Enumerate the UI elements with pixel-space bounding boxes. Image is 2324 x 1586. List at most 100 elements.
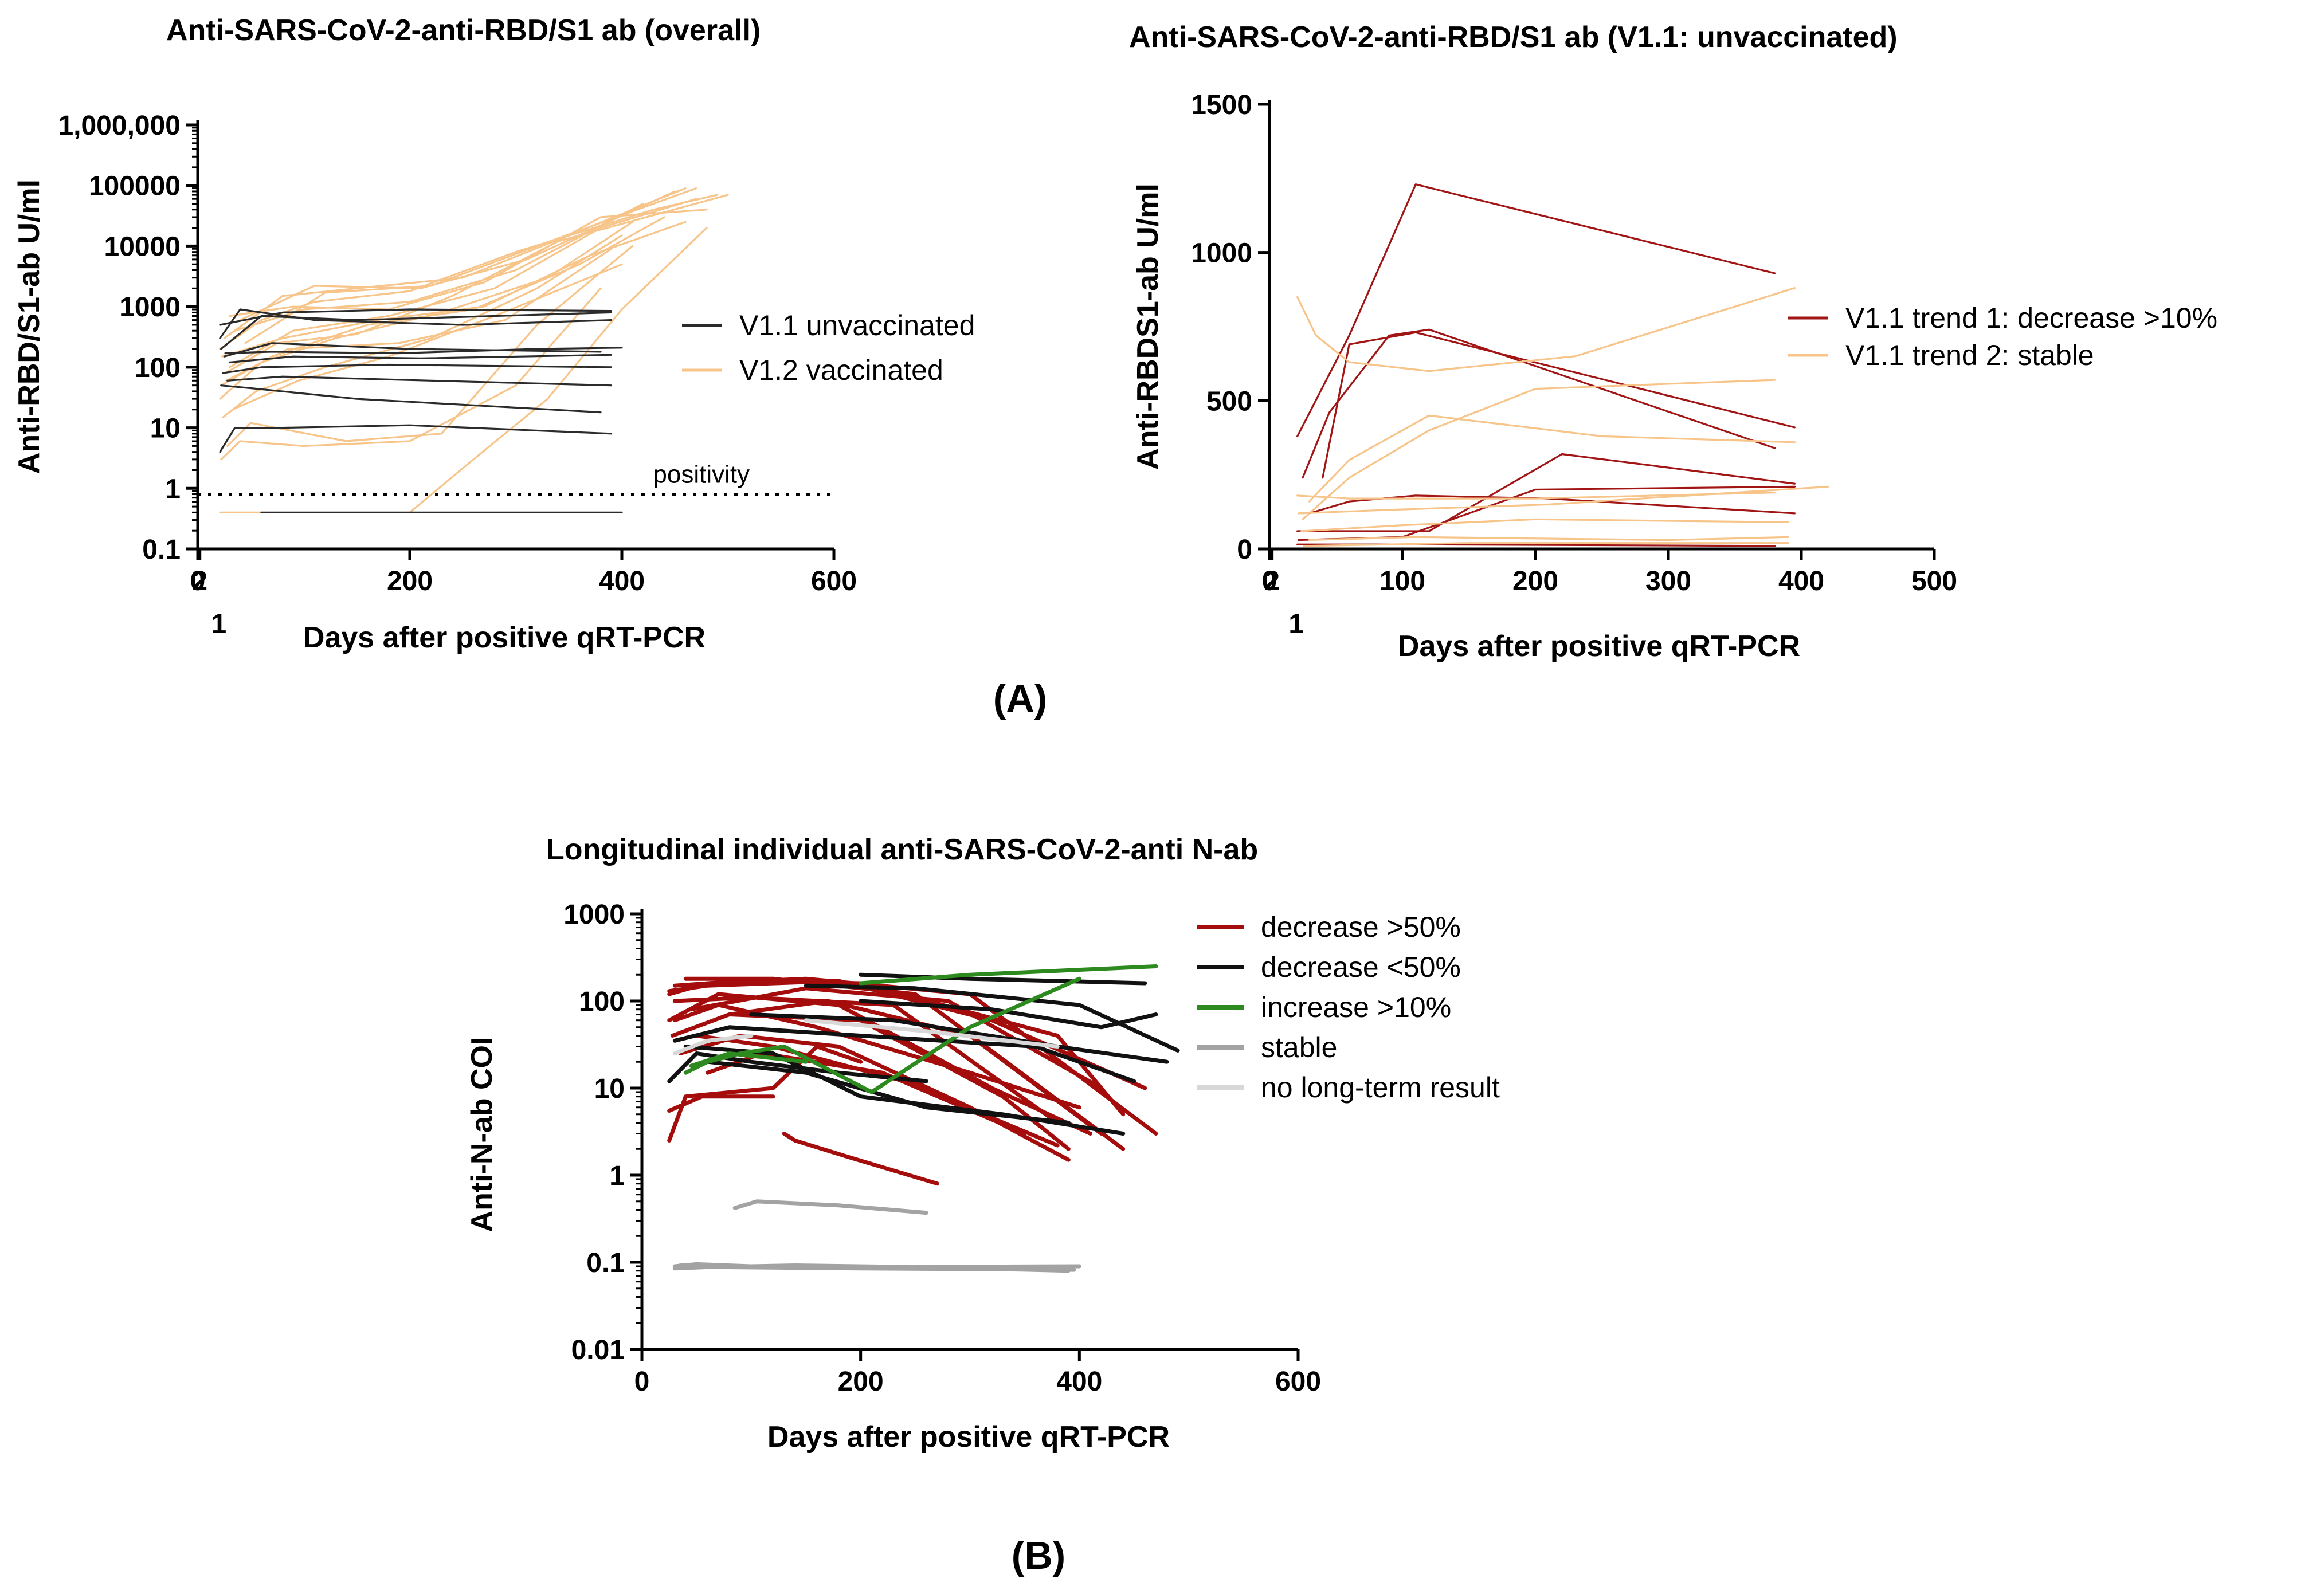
y-tick-label: 1500 — [1191, 90, 1252, 120]
series-line-v1-2-vaccinated — [219, 194, 719, 350]
series-line-v1-2-vaccinated — [228, 209, 708, 317]
series-line-v1-1-trend-1-decrease-10 — [1302, 328, 1776, 479]
x-tick-label: 200 — [387, 566, 433, 596]
x-axis-title: Days after positive qRT-PCR — [767, 1420, 1170, 1454]
series-line-v1-1-trend-2-stable — [1300, 518, 1789, 532]
x-tick-label: 2 — [1264, 566, 1280, 596]
series-line-v1-2-vaccinated — [221, 221, 687, 358]
series-line-v1-2-vaccinated — [226, 245, 634, 447]
x-tick-label: 600 — [1275, 1367, 1321, 1397]
x-tick-label: 100 — [1379, 566, 1425, 596]
panel-label-b: (B) — [1012, 1534, 1065, 1577]
legend-label: V1.2 vaccinated — [739, 354, 943, 386]
series-line-v1-1-unvaccinated — [220, 384, 602, 414]
series-line-v1-1-unvaccinated — [219, 308, 613, 339]
y-tick-label: 100 — [579, 987, 625, 1017]
y-tick-label: 100000 — [89, 171, 181, 202]
series-line-decrease-50 — [727, 999, 1103, 1136]
y-tick-label: 10 — [150, 414, 181, 444]
x-tick-label: 200 — [838, 1367, 884, 1397]
series-line-v1-2-vaccinated — [1296, 287, 1796, 372]
y-tick-label: 1,000,000 — [58, 111, 181, 141]
legend-label: stable — [1261, 1031, 1337, 1063]
x-axis-title: Days after positive qRT-PCR — [1398, 630, 1800, 663]
series-line-v1-1-unvaccinated — [228, 354, 613, 364]
x-tick-label: 0 — [634, 1367, 650, 1397]
y-tick-label: 1000 — [1191, 238, 1252, 269]
y-tick-label: 1 — [609, 1161, 625, 1191]
x-tick-label: 500 — [1911, 566, 1957, 596]
legend-label: V1.1 unvaccinated — [739, 309, 975, 341]
series-line-v1-1-trend-2-stable — [1296, 492, 1776, 500]
legend-label: decrease >50% — [1261, 911, 1461, 943]
y-axis-title: Anti-RBD/S1-ab U/ml — [13, 179, 46, 474]
series-line-v1-1-trend-1-decrease-10 — [1308, 494, 1796, 515]
series-line-v1-1-trend-2-stable — [1308, 536, 1789, 541]
chart-rbd-unvaccinated: Anti-SARS-CoV-2-anti-RBD/S1 ab (V1.1: un… — [1129, 21, 2217, 663]
series-line-v1-1-trend-1-decrease-10 — [1296, 183, 1776, 437]
series-line-v1-2-vaccinated — [239, 190, 676, 321]
legend-label: decrease <50% — [1261, 951, 1461, 983]
y-tick-label: 0 — [1237, 535, 1252, 565]
y-tick-label: 1 — [165, 474, 181, 504]
series-line-v1-1-unvaccinated — [219, 424, 613, 453]
y-tick-label: 1000 — [563, 900, 625, 930]
series-line-no-long-term-result — [804, 1018, 1060, 1049]
x-tick-label: 600 — [811, 566, 857, 596]
y-axis-title: Anti-RBDS1-ab U/ml — [1131, 183, 1165, 470]
series-line-v1-1-unvaccinated — [226, 375, 613, 387]
series-line-decrease-50 — [782, 1132, 939, 1186]
x-tick-label: 0 — [1262, 566, 1277, 596]
legend-label: V1.1 trend 1: decrease >10% — [1845, 302, 2217, 334]
y-tick-label: 1000 — [119, 292, 181, 323]
series-line-v1-2-vaccinated — [228, 198, 697, 368]
y-tick-label: 100 — [135, 353, 181, 383]
series-line-no-long-term-result — [672, 1034, 754, 1055]
series-line-decrease-50 — [672, 1003, 1081, 1110]
y-tick-label: 0.01 — [571, 1335, 625, 1365]
x-tick-label: 400 — [599, 566, 645, 596]
chart-n-ab: Longitudinal individual anti-SARS-CoV-2-… — [465, 833, 1500, 1454]
series-line-v1-1-trend-2-stable — [1308, 414, 1796, 503]
y-tick-label: 10000 — [104, 231, 181, 262]
series-line-v1-1-unvaccinated — [222, 363, 613, 374]
series-line-v1-1-trend-1-decrease-10 — [1296, 453, 1796, 532]
x-tick-label: 400 — [1778, 566, 1824, 596]
series-line-v1-1-unvaccinated — [220, 311, 613, 350]
series-line-v1-2-vaccinated — [222, 234, 623, 418]
x-tick-label: 400 — [1056, 1367, 1102, 1397]
series-line-v1-2-vaccinated — [220, 287, 602, 461]
chart-title: Longitudinal individual anti-SARS-CoV-2-… — [546, 833, 1258, 866]
y-axis-title: Anti-N-ab COI — [465, 1037, 499, 1232]
threshold-label: positivity — [653, 461, 750, 489]
series-line-v1-2-vaccinated — [409, 227, 708, 513]
series-line-stable — [732, 1199, 928, 1215]
x-tick-label: 2 — [192, 566, 207, 596]
series-line-decrease-50 — [667, 1051, 928, 1083]
x-tick-label-extra: 1 — [211, 609, 226, 639]
series-line-v1-1-unvaccinated — [219, 308, 613, 326]
y-tick-label: 0.1 — [142, 535, 181, 565]
series-line-stable — [678, 1263, 1076, 1272]
series-line-v1-1-trend-2-stable — [1303, 542, 1789, 547]
x-tick-label: 0 — [190, 566, 206, 596]
x-tick-label: 300 — [1645, 566, 1691, 596]
y-tick-label: 0.1 — [586, 1248, 625, 1278]
series-line-decrease-50 — [859, 972, 1147, 986]
series-line-decrease-50 — [749, 1012, 1169, 1064]
legend-label: increase >10% — [1261, 991, 1451, 1023]
series-line-decrease-50 — [804, 983, 1180, 1053]
series-line-decrease-50 — [667, 1094, 775, 1113]
series-line-increase-10 — [689, 1051, 808, 1068]
y-tick-label: 500 — [1206, 386, 1252, 417]
panel-label-a: (A) — [993, 677, 1047, 720]
y-tick-label: 10 — [594, 1074, 625, 1104]
x-tick-label-extra: 1 — [1288, 609, 1304, 639]
x-tick-label: 200 — [1512, 566, 1558, 596]
series-line-decrease-50 — [859, 999, 1158, 1030]
chart-title: Anti-SARS-CoV-2-anti-RBD/S1 ab (overall) — [166, 14, 761, 47]
chart-title: Anti-SARS-CoV-2-anti-RBD/S1 ab (V1.1: un… — [1129, 21, 1898, 54]
legend-label: V1.1 trend 2: stable — [1845, 339, 2094, 371]
x-axis-title: Days after positive qRT-PCR — [303, 621, 706, 654]
